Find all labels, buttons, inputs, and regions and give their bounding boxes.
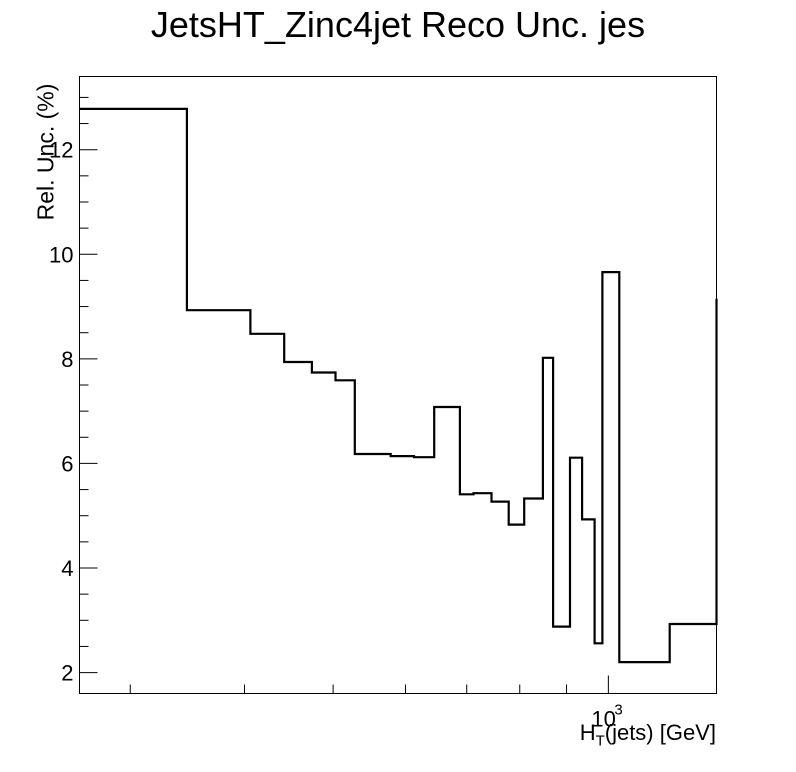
x-axis-title-main: H <box>579 720 596 745</box>
y-tick-label: 2 <box>61 661 73 686</box>
x-axis-title: HT(jets) [GeV] <box>580 720 716 749</box>
y-tick-label: 8 <box>61 347 73 372</box>
y-tick-label: 6 <box>61 451 73 476</box>
x-axis-title-subscript: T <box>595 732 605 750</box>
plot-frame <box>79 76 717 694</box>
y-tick-label: 12 <box>49 138 73 163</box>
y-axis: 2 4 6 8 10 12 <box>49 96 98 686</box>
x-axis-title-rest: (jets) [GeV] <box>604 720 716 745</box>
x-tick-label-base: 10 <box>591 707 615 732</box>
x-axis: 103 <box>129 675 623 732</box>
histogram-line <box>79 107 718 664</box>
chart-title: JetsHT_Zinc4jet Reco Unc. jes <box>150 4 646 45</box>
y-tick-label: 4 <box>61 556 73 581</box>
x-tick-label-exponent: 3 <box>614 702 622 719</box>
y-tick-label: 10 <box>49 242 73 267</box>
